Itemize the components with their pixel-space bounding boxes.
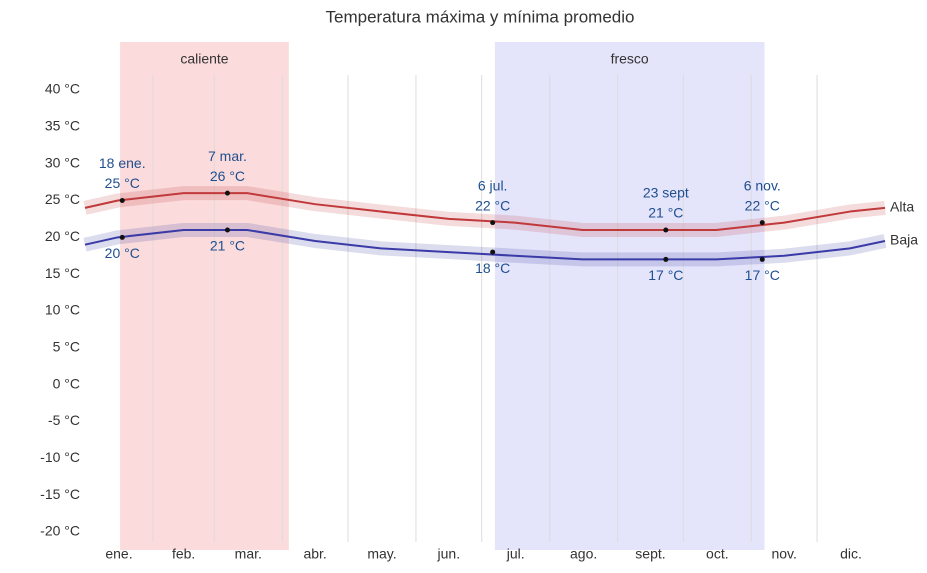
annotation-label: 17 °C xyxy=(745,267,780,283)
annotation-date: 6 nov. xyxy=(744,177,781,193)
y-tick-label: 20 °C xyxy=(45,228,80,244)
annotation-label: 26 °C xyxy=(210,168,245,184)
annotation-date: 18 ene. xyxy=(99,155,146,171)
y-tick-label: -15 °C xyxy=(40,486,80,502)
season-label: fresco xyxy=(611,51,649,67)
annotation-point xyxy=(224,190,230,196)
x-tick-label: jul. xyxy=(506,546,525,562)
annotation-point xyxy=(663,227,669,233)
annotation-point xyxy=(119,198,125,203)
y-tick-label: 30 °C xyxy=(45,154,80,170)
annotation-label: 21 °C xyxy=(210,238,245,254)
x-tick-label: oct. xyxy=(706,546,729,562)
y-tick-label: 5 °C xyxy=(53,339,80,355)
annotation-label: 25 °C xyxy=(105,175,140,191)
annotation-point xyxy=(490,249,496,255)
y-tick-label: 35 °C xyxy=(45,118,80,134)
legend-label: Baja xyxy=(890,232,918,248)
x-tick-label: abr. xyxy=(303,546,326,562)
annotation-point xyxy=(759,256,765,262)
y-tick-label: -10 °C xyxy=(40,449,80,465)
y-tick-label: -5 °C xyxy=(48,412,80,428)
annotation-point xyxy=(759,220,765,226)
legend-label: Alta xyxy=(890,199,914,215)
season-label: caliente xyxy=(180,51,228,67)
y-tick-label: 25 °C xyxy=(45,191,80,207)
x-tick-label: feb. xyxy=(172,546,195,562)
annotation-label: 17 °C xyxy=(648,267,683,283)
annotation-point xyxy=(119,234,125,240)
annotation-label: 20 °C xyxy=(105,245,140,261)
x-tick-label: mar. xyxy=(235,546,262,562)
annotation-label: 18 °C xyxy=(475,260,510,276)
annotation-date: 6 jul. xyxy=(478,177,508,193)
y-tick-label: -20 °C xyxy=(40,523,80,539)
annotation-date: 7 mar. xyxy=(208,148,247,164)
x-tick-label: sept. xyxy=(635,546,665,562)
y-tick-label: 15 °C xyxy=(45,265,80,281)
season-band xyxy=(120,42,289,550)
x-tick-label: jun. xyxy=(437,546,461,562)
annotation-point xyxy=(663,256,669,262)
season-band xyxy=(494,42,765,550)
x-tick-label: dic. xyxy=(840,546,862,562)
y-tick-label: 0 °C xyxy=(53,375,80,391)
annotation-point xyxy=(224,227,230,233)
annotation-point xyxy=(490,220,496,226)
x-tick-label: ago. xyxy=(570,546,597,562)
y-tick-label: 40 °C xyxy=(45,81,80,97)
annotation-label: 22 °C xyxy=(475,197,510,213)
annotation-label: 21 °C xyxy=(648,205,683,221)
annotation-date: 23 sept xyxy=(643,185,689,201)
y-tick-label: 10 °C xyxy=(45,302,80,318)
x-tick-label: ene. xyxy=(105,546,132,562)
x-tick-label: may. xyxy=(367,546,396,562)
series-line xyxy=(84,228,886,261)
x-tick-label: nov. xyxy=(771,546,796,562)
series-line xyxy=(84,192,886,231)
chart-title: Temperatura máxima y mínima promedio xyxy=(326,7,635,26)
annotation-label: 22 °C xyxy=(745,197,780,213)
